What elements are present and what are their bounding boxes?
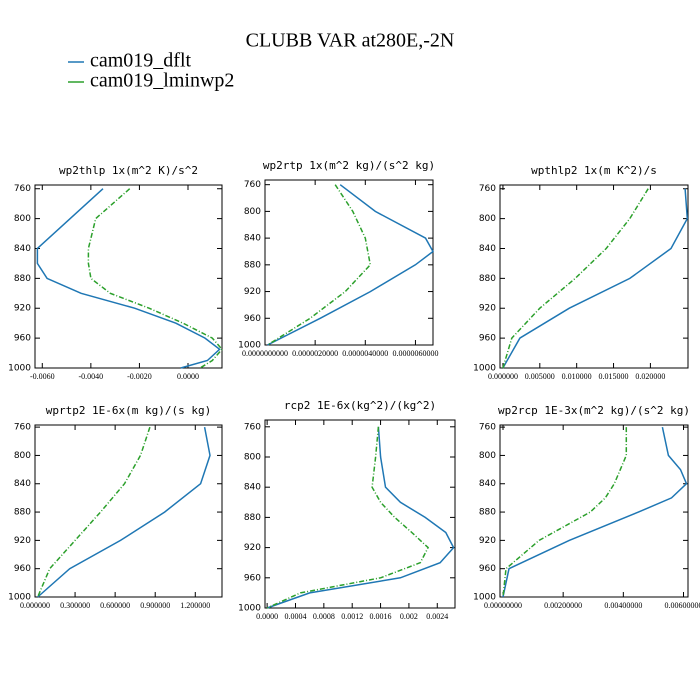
- panel-title: wp2thlp 1x(m^2 K)/s^2: [59, 164, 198, 177]
- x-tick-label: 0.900000: [140, 601, 170, 610]
- series-line: [37, 426, 151, 598]
- series-line: [266, 426, 430, 609]
- series-line: [267, 184, 372, 346]
- plot-frame: [499, 184, 689, 369]
- y-tick-label: 760: [479, 423, 496, 433]
- series-line: [36, 188, 221, 369]
- y-tick-label: 920: [14, 536, 31, 546]
- x-tick-label: 0.0000: [177, 372, 199, 381]
- x-tick-label: 0.600000: [100, 601, 130, 610]
- x-tick-label: 0.005000: [525, 372, 555, 381]
- series-line: [502, 188, 689, 369]
- y-tick-label: 1000: [238, 604, 261, 614]
- y-tick-label: 880: [14, 274, 31, 284]
- y-tick-label: 800: [14, 451, 31, 461]
- x-tick-label: 0.0000: [256, 612, 278, 621]
- x-tick-label: 0.00200000: [544, 601, 582, 610]
- y-tick-label: 760: [244, 180, 261, 190]
- x-tick-label: 0.015000: [599, 372, 629, 381]
- y-tick-label: 880: [479, 274, 496, 284]
- y-tick-label: 840: [479, 244, 496, 254]
- series-line: [502, 188, 649, 369]
- y-tick-label: 920: [244, 287, 261, 297]
- x-tick-label: 0.0000060000: [392, 349, 438, 358]
- y-tick-label: 800: [244, 207, 261, 217]
- x-tick-label: -0.0020: [127, 372, 152, 381]
- y-tick-label: 760: [244, 422, 261, 432]
- y-tick-label: 800: [14, 214, 31, 224]
- y-tick-label: 880: [244, 513, 261, 523]
- plot-frame: [264, 419, 456, 609]
- x-tick-label: 0.0024: [426, 612, 448, 621]
- x-tick-label: 0.0004: [284, 612, 306, 621]
- x-tick-label: 0.0008: [313, 612, 335, 621]
- y-tick-label: 1000: [8, 364, 31, 374]
- y-tick-label: 920: [479, 536, 496, 546]
- y-tick-label: 1000: [238, 341, 261, 351]
- y-tick-label: 800: [479, 214, 496, 224]
- y-tick-label: 1000: [473, 593, 496, 603]
- y-tick-label: 840: [14, 479, 31, 489]
- x-tick-label: 0.00600000: [664, 601, 700, 610]
- y-tick-label: 760: [14, 184, 31, 194]
- series-line: [37, 426, 211, 598]
- x-tick-label: 0.0016: [370, 612, 392, 621]
- y-tick-label: 840: [244, 234, 261, 244]
- legend-label: cam019_lminwp2: [90, 70, 234, 92]
- x-tick-label: 0.000000: [488, 372, 518, 381]
- x-tick-label: 0.0000020000: [292, 349, 338, 358]
- series-line: [502, 426, 688, 598]
- y-tick-label: 960: [244, 573, 261, 583]
- y-tick-label: 880: [244, 260, 261, 270]
- x-tick-label: 0.0000040000: [342, 349, 388, 358]
- y-tick-label: 960: [14, 334, 31, 344]
- y-tick-label: 920: [244, 543, 261, 553]
- legend-label: cam019_dflt: [90, 50, 192, 72]
- y-tick-label: 800: [479, 451, 496, 461]
- x-tick-label: 0.0000000000: [242, 349, 288, 358]
- x-tick-label: 0.010000: [562, 372, 592, 381]
- x-tick-label: -0.0060: [30, 372, 55, 381]
- y-tick-label: 760: [14, 423, 31, 433]
- x-tick-label: 0.002: [400, 612, 418, 621]
- y-tick-label: 920: [14, 304, 31, 314]
- y-tick-label: 800: [244, 452, 261, 462]
- figure-title: CLUBB VAR at280E,-2N: [246, 30, 455, 52]
- plot-frame: [34, 184, 223, 369]
- series-line: [267, 184, 434, 346]
- y-tick-label: 880: [14, 508, 31, 518]
- y-tick-label: 960: [479, 334, 496, 344]
- x-tick-label: -0.0040: [79, 372, 104, 381]
- x-tick-label: 0.00400000: [604, 601, 642, 610]
- y-tick-label: 920: [479, 304, 496, 314]
- panel-title: wprtp2 1E-6x(m kg)/(s kg): [46, 404, 212, 417]
- x-tick-label: 0.000000: [20, 601, 50, 610]
- panel-title: rcp2 1E-6x(kg^2)/(kg^2): [284, 399, 436, 412]
- x-tick-label: 0.300000: [60, 601, 90, 610]
- y-tick-label: 840: [479, 479, 496, 489]
- panel-title: wp2rtp 1x(m^2 kg)/(s^2 kg): [263, 159, 435, 172]
- y-tick-label: 880: [479, 508, 496, 518]
- y-tick-label: 840: [14, 244, 31, 254]
- plot-frame: [34, 424, 223, 598]
- panel-title: wpthlp2 1x(m K^2)/s: [531, 164, 657, 177]
- y-tick-label: 840: [244, 483, 261, 493]
- y-tick-label: 1000: [473, 364, 496, 374]
- series-line: [266, 426, 455, 609]
- y-tick-label: 760: [479, 184, 496, 194]
- y-tick-label: 960: [244, 314, 261, 324]
- panel-title: wp2rcp 1E-3x(m^2 kg)/(s^2 kg): [498, 404, 690, 417]
- x-tick-label: 0.0012: [341, 612, 363, 621]
- x-tick-label: 0.00000000: [484, 601, 522, 610]
- x-tick-label: 1.200000: [180, 601, 210, 610]
- x-tick-label: 0.020000: [635, 372, 665, 381]
- plot-frame: [264, 179, 434, 346]
- y-tick-label: 1000: [8, 593, 31, 603]
- series-line: [87, 188, 223, 369]
- y-tick-label: 960: [14, 564, 31, 574]
- series-line: [502, 427, 628, 598]
- plot-frame: [499, 424, 689, 598]
- y-tick-label: 960: [479, 564, 496, 574]
